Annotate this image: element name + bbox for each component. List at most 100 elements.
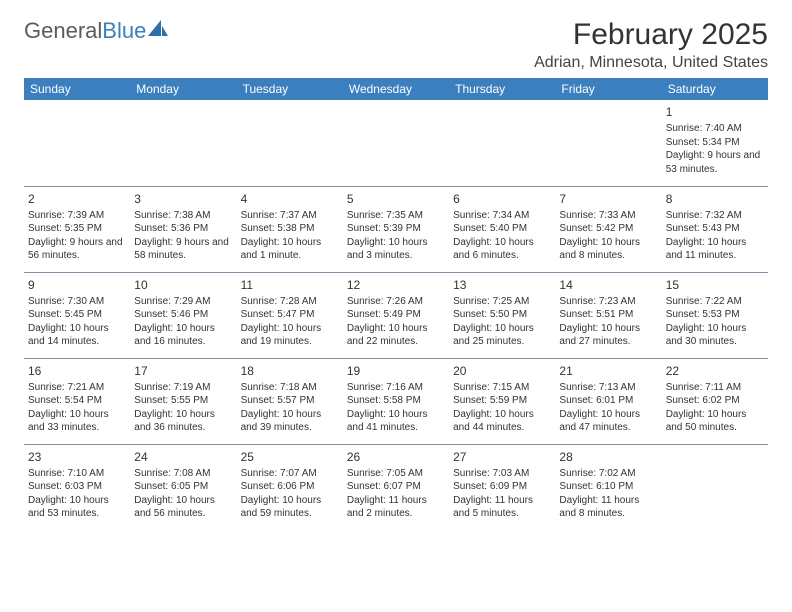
sunrise-line: Sunrise: 7:16 AM [347, 381, 445, 395]
sunrise-line: Sunrise: 7:25 AM [453, 295, 551, 309]
sunset-line: Sunset: 5:59 PM [453, 394, 551, 408]
day-number: 27 [453, 449, 551, 465]
sunset-line: Sunset: 6:09 PM [453, 480, 551, 494]
sunset-line: Sunset: 5:49 PM [347, 308, 445, 322]
calendar-day-cell: 12Sunrise: 7:26 AMSunset: 5:49 PMDayligh… [343, 272, 449, 358]
sunrise-line: Sunrise: 7:34 AM [453, 209, 551, 223]
day-number: 10 [134, 277, 232, 293]
calendar-day-cell: 7Sunrise: 7:33 AMSunset: 5:42 PMDaylight… [555, 186, 661, 272]
calendar-week-row: 2Sunrise: 7:39 AMSunset: 5:35 PMDaylight… [24, 186, 768, 272]
sunset-line: Sunset: 5:36 PM [134, 222, 232, 236]
weekday-header: Tuesday [237, 78, 343, 100]
daylight-line: Daylight: 9 hours and 58 minutes. [134, 236, 232, 263]
calendar-day-cell: 19Sunrise: 7:16 AMSunset: 5:58 PMDayligh… [343, 358, 449, 444]
calendar-day-cell: 15 Sunrise: 7:22 AMSunset: 5:53 PMDayligh… [662, 272, 768, 358]
sunrise-line: Sunrise: 7:05 AM [347, 467, 445, 481]
calendar-body: 1Sunrise: 7:40 AMSunset: 5:34 PMDaylight… [24, 100, 768, 530]
location-text: Adrian, Minnesota, United States [534, 54, 768, 72]
title-block: February 2025 Adrian, Minnesota, United … [534, 18, 768, 72]
daylight-line: Daylight: 10 hours and 25 minutes. [453, 322, 551, 349]
day-number: 11 [241, 277, 339, 293]
sunset-line: Sunset: 5:47 PM [241, 308, 339, 322]
daylight-line: Daylight: 10 hours and 50 minutes. [666, 408, 764, 435]
calendar-day-cell: 13Sunrise: 7:25 AMSunset: 5:50 PMDayligh… [449, 272, 555, 358]
calendar-day-cell: 8Sunrise: 7:32 AMSunset: 5:43 PMDaylight… [662, 186, 768, 272]
calendar-day-cell: 5Sunrise: 7:35 AMSunset: 5:39 PMDaylight… [343, 186, 449, 272]
day-number: 8 [666, 191, 764, 207]
header: GeneralBlue February 2025 Adrian, Minnes… [24, 18, 768, 72]
sunrise-line: Sunrise: 7:22 AM [666, 295, 764, 309]
calendar-day-cell [555, 100, 661, 186]
sunset-line: Sunset: 6:03 PM [28, 480, 126, 494]
sunset-line: Sunset: 5:35 PM [28, 222, 126, 236]
calendar-day-cell: 24Sunrise: 7:08 AMSunset: 6:05 PMDayligh… [130, 444, 236, 530]
daylight-line: Daylight: 10 hours and 1 minute. [241, 236, 339, 263]
daylight-line: Daylight: 10 hours and 53 minutes. [28, 494, 126, 521]
day-number: 6 [453, 191, 551, 207]
sunrise-line: Sunrise: 7:38 AM [134, 209, 232, 223]
logo-sail-icon [148, 20, 170, 38]
logo-text-general: General [24, 18, 102, 44]
day-number: 2 [28, 191, 126, 207]
sunset-line: Sunset: 5:58 PM [347, 394, 445, 408]
sunset-line: Sunset: 5:53 PM [666, 308, 764, 322]
day-number: 12 [347, 277, 445, 293]
sunrise-line: Sunrise: 7:10 AM [28, 467, 126, 481]
calendar-week-row: 9Sunrise: 7:30 AMSunset: 5:45 PMDaylight… [24, 272, 768, 358]
day-number: 25 [241, 449, 339, 465]
sunset-line: Sunset: 5:55 PM [134, 394, 232, 408]
day-number: 22 [666, 363, 764, 379]
daylight-line: Daylight: 10 hours and 33 minutes. [28, 408, 126, 435]
calendar-day-cell: 25Sunrise: 7:07 AMSunset: 6:06 PMDayligh… [237, 444, 343, 530]
weekday-header: Monday [130, 78, 236, 100]
sunset-line: Sunset: 6:02 PM [666, 394, 764, 408]
daylight-line: Daylight: 10 hours and 3 minutes. [347, 236, 445, 263]
sunrise-line: Sunrise: 7:26 AM [347, 295, 445, 309]
day-number: 23 [28, 449, 126, 465]
calendar-day-cell: 4 Sunrise: 7:37 AMSunset: 5:38 PMDaylight… [237, 186, 343, 272]
calendar-day-cell [449, 100, 555, 186]
sunrise-line: Sunrise: 7:35 AM [347, 209, 445, 223]
calendar-day-cell: 17Sunrise: 7:19 AMSunset: 5:55 PMDayligh… [130, 358, 236, 444]
daylight-line: Daylight: 11 hours and 8 minutes. [559, 494, 657, 521]
daylight-line: Daylight: 11 hours and 2 minutes. [347, 494, 445, 521]
sunrise-line: Sunrise: 7:37 AM [241, 209, 339, 223]
sunrise-line: Sunrise: 7:29 AM [134, 295, 232, 309]
sunset-line: Sunset: 6:05 PM [134, 480, 232, 494]
daylight-line: Daylight: 10 hours and 19 minutes. [241, 322, 339, 349]
sunrise-line: Sunrise: 7:19 AM [134, 381, 232, 395]
sunset-line: Sunset: 6:07 PM [347, 480, 445, 494]
weekday-header: Thursday [449, 78, 555, 100]
weekday-header: Friday [555, 78, 661, 100]
day-number: 21 [559, 363, 657, 379]
day-number: 7 [559, 191, 657, 207]
sunset-line: Sunset: 5:38 PM [241, 222, 339, 236]
daylight-line: Daylight: 10 hours and 44 minutes. [453, 408, 551, 435]
daylight-line: Daylight: 10 hours and 36 minutes. [134, 408, 232, 435]
calendar-table: SundayMondayTuesdayWednesdayThursdayFrid… [24, 78, 768, 530]
sunset-line: Sunset: 5:51 PM [559, 308, 657, 322]
day-number: 14 [559, 277, 657, 293]
sunrise-line: Sunrise: 7:32 AM [666, 209, 764, 223]
calendar-day-cell: 11Sunrise: 7:28 AMSunset: 5:47 PMDayligh… [237, 272, 343, 358]
sunrise-line: Sunrise: 7:02 AM [559, 467, 657, 481]
calendar-week-row: 16Sunrise: 7:21 AMSunset: 5:54 PMDayligh… [24, 358, 768, 444]
sunset-line: Sunset: 5:39 PM [347, 222, 445, 236]
daylight-line: Daylight: 10 hours and 8 minutes. [559, 236, 657, 263]
sunset-line: Sunset: 5:50 PM [453, 308, 551, 322]
day-number: 4 [241, 191, 339, 207]
sunset-line: Sunset: 5:43 PM [666, 222, 764, 236]
calendar-day-cell: 18Sunrise: 7:18 AMSunset: 5:57 PMDayligh… [237, 358, 343, 444]
sunrise-line: Sunrise: 7:11 AM [666, 381, 764, 395]
daylight-line: Daylight: 10 hours and 30 minutes. [666, 322, 764, 349]
day-number: 15 [666, 277, 764, 293]
calendar-day-cell: 16Sunrise: 7:21 AMSunset: 5:54 PMDayligh… [24, 358, 130, 444]
calendar-day-cell [24, 100, 130, 186]
weekday-header: Saturday [662, 78, 768, 100]
calendar-week-row: 1Sunrise: 7:40 AMSunset: 5:34 PMDaylight… [24, 100, 768, 186]
day-number: 26 [347, 449, 445, 465]
daylight-line: Daylight: 10 hours and 56 minutes. [134, 494, 232, 521]
calendar-day-cell: 14Sunrise: 7:23 AMSunset: 5:51 PMDayligh… [555, 272, 661, 358]
daylight-line: Daylight: 10 hours and 6 minutes. [453, 236, 551, 263]
calendar-day-cell: 1Sunrise: 7:40 AMSunset: 5:34 PMDaylight… [662, 100, 768, 186]
